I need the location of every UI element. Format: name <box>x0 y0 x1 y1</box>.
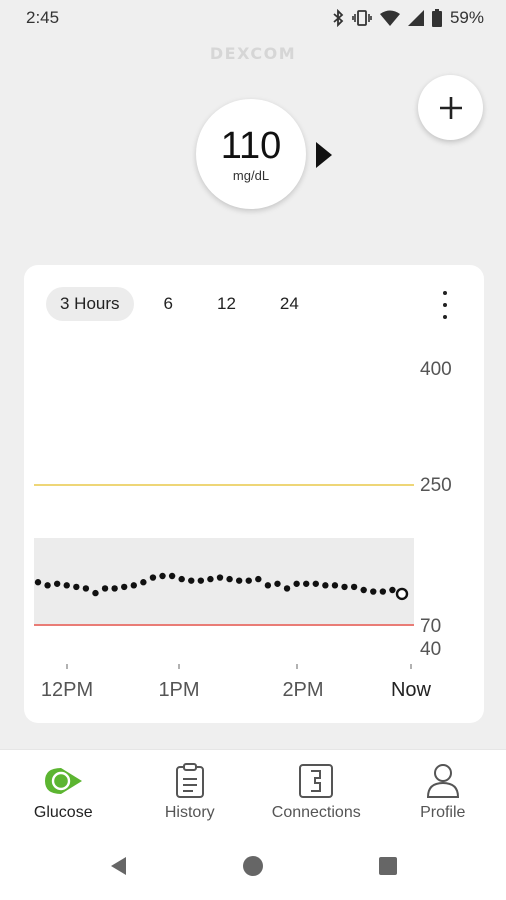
y-tick-70: 70 <box>420 616 441 637</box>
more-options-icon[interactable] <box>434 291 456 319</box>
trend-arrow-icon <box>316 142 332 168</box>
reading-point <box>360 586 367 594</box>
connections-icon <box>298 762 334 800</box>
profile-icon <box>426 762 460 800</box>
nav-item-connections[interactable]: Connections <box>253 750 380 832</box>
glucose-reading[interactable]: 110 mg/dL <box>196 99 346 209</box>
glucose-chart: 400 250 70 40 12PM 1PM 2PM Now <box>34 359 452 701</box>
nav-item-glucose[interactable]: Glucose <box>0 750 127 832</box>
reading-point <box>73 583 80 591</box>
wifi-icon <box>379 10 400 26</box>
reading-point <box>207 575 214 583</box>
nav-item-history[interactable]: History <box>127 750 254 832</box>
reading-point <box>245 577 252 584</box>
y-tick-400: 400 <box>420 359 452 380</box>
status-bar: 2:45 59% <box>0 0 506 36</box>
status-icons: 59% <box>332 8 484 28</box>
nav-item-profile[interactable]: Profile <box>380 750 506 832</box>
x-label-1pm: 1PM <box>158 679 199 701</box>
nav-label-glucose: Glucose <box>33 804 93 821</box>
home-icon[interactable] <box>233 846 273 886</box>
battery-icon <box>431 9 442 27</box>
back-icon[interactable] <box>98 846 138 886</box>
reading-point <box>255 575 262 583</box>
system-nav-bar <box>0 831 506 900</box>
reading-point <box>370 588 377 595</box>
reading-point <box>312 580 319 587</box>
reading-point <box>303 580 310 587</box>
reading-point <box>283 585 291 592</box>
reading-point <box>34 579 42 586</box>
chart-range-tabs: 3 Hours 6 12 24 <box>46 287 329 321</box>
status-time: 2:45 <box>26 8 60 27</box>
y-tick-40: 40 <box>420 639 441 660</box>
reading-point <box>53 580 61 587</box>
battery-percent: 59% <box>449 8 484 27</box>
add-event-button[interactable] <box>418 75 483 140</box>
reading-point <box>322 582 329 589</box>
reading-point <box>350 583 358 591</box>
history-icon <box>175 762 205 800</box>
reading-point <box>82 585 90 592</box>
glucose-unit: mg/dL <box>232 167 270 183</box>
reading-point <box>331 582 339 589</box>
reading-point <box>197 577 205 584</box>
current-reading-point <box>395 587 409 601</box>
reading-points <box>34 572 409 601</box>
plus-icon <box>439 96 462 119</box>
reading-point <box>44 582 51 589</box>
target-range-band <box>34 538 414 626</box>
reading-point <box>216 574 224 581</box>
reading-point <box>379 588 387 595</box>
glucose-circle[interactable]: 110 mg/dL <box>196 99 306 209</box>
brand-logo: DEXCOM <box>209 44 297 63</box>
nav-label-history: History <box>164 804 215 821</box>
reading-point <box>121 583 128 591</box>
bluetooth-icon <box>333 9 344 27</box>
glucose-icon <box>42 762 84 800</box>
x-label-now: Now <box>391 679 432 701</box>
reading-point <box>111 585 118 592</box>
glucose-value: 110 <box>220 124 282 167</box>
reading-point <box>235 577 243 584</box>
recents-icon[interactable] <box>368 846 408 886</box>
reading-point <box>341 583 348 591</box>
x-label-2pm: 2PM <box>282 679 323 701</box>
reading-point <box>101 585 109 592</box>
reading-point <box>264 582 272 589</box>
nav-label-connections: Connections <box>271 804 361 821</box>
reading-point <box>140 579 147 586</box>
reading-point <box>389 586 396 594</box>
reading-point <box>188 577 195 584</box>
tab-6-hours[interactable]: 6 <box>163 294 173 313</box>
vibrate-icon <box>352 10 372 26</box>
signal-icon <box>407 10 424 26</box>
reading-point <box>92 589 99 597</box>
reading-point <box>149 574 157 581</box>
reading-point <box>178 575 185 583</box>
tab-12-hours[interactable]: 12 <box>217 294 236 313</box>
reading-point <box>63 582 70 589</box>
y-tick-250: 250 <box>420 475 452 496</box>
tab-3-hours[interactable]: 3 Hours <box>46 287 134 321</box>
reading-point <box>226 575 233 583</box>
x-label-12pm: 12PM <box>41 679 93 701</box>
tab-24-hours[interactable]: 24 <box>279 294 299 313</box>
reading-point <box>274 580 281 587</box>
glucose-chart-card: 400 250 70 40 12PM 1PM 2PM Now 3 Hours 6… <box>24 265 484 723</box>
bottom-nav: Glucose History Connections Profile <box>0 749 506 832</box>
reading-point <box>293 580 300 587</box>
reading-point <box>168 572 176 580</box>
reading-point <box>159 572 166 580</box>
reading-point <box>130 582 137 589</box>
nav-label-profile: Profile <box>420 804 466 821</box>
